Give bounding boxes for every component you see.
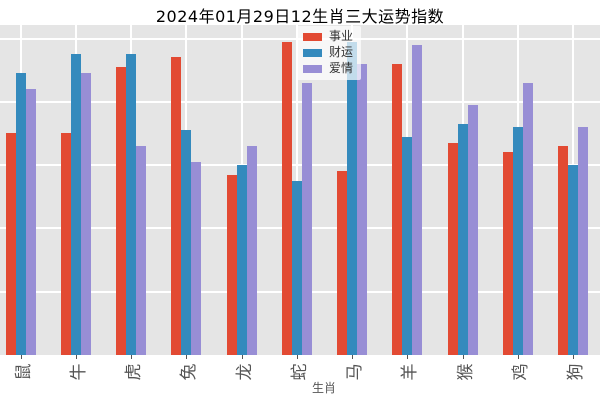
legend-swatch-事业 (303, 32, 322, 41)
x-axis-tick (517, 355, 519, 359)
bar-爱情-马 (357, 63, 367, 355)
legend-item-爱情: 爱情 (303, 61, 354, 75)
bar-财运-牛 (70, 54, 81, 355)
x-axis-tick (186, 355, 188, 359)
bar-事业-鸡 (502, 152, 513, 355)
x-axis-tick (75, 355, 77, 359)
chart-title: 2024年01月29日12生肖三大运势指数 (155, 7, 445, 26)
x-axis-tick (20, 355, 22, 359)
x-tick-label-兔: 兔 (178, 363, 199, 381)
x-tick-label-羊: 羊 (399, 363, 420, 381)
x-tick-label-鸡: 鸡 (510, 363, 531, 381)
legend-label-爱情: 爱情 (329, 61, 354, 75)
bar-财运-鸡 (512, 127, 523, 355)
bar-爱情-牛 (80, 73, 91, 355)
gridline-horizontal (0, 100, 600, 103)
x-tick-label-鼠: 鼠 (13, 363, 33, 381)
legend-swatch-爱情 (303, 64, 322, 73)
bar-事业-兔 (171, 57, 182, 355)
gridline-horizontal (0, 164, 600, 167)
bar-爱情-鼠 (25, 89, 36, 355)
x-axis-tick (241, 355, 243, 359)
bar-爱情-蛇 (301, 82, 312, 355)
bar-爱情-狗 (578, 127, 588, 355)
legend: 事业 财运 爱情 (296, 26, 362, 80)
bar-财运-兔 (181, 130, 192, 355)
x-axis-tick (462, 355, 464, 359)
bar-事业-牛 (60, 133, 71, 355)
bar-事业-虎 (116, 66, 126, 355)
bar-事业-羊 (392, 63, 403, 355)
x-tick-label-狗: 狗 (565, 363, 586, 381)
bar-财运-马 (347, 41, 357, 355)
bar-爱情-兔 (191, 161, 202, 355)
x-tick-label-虎: 虎 (123, 363, 144, 381)
bar-事业-马 (337, 171, 347, 355)
legend-item-事业: 事业 (303, 29, 354, 43)
bar-财运-猴 (457, 123, 468, 355)
bar-财运-蛇 (291, 180, 302, 355)
x-axis-tick (407, 355, 409, 359)
bar-财运-龙 (236, 165, 247, 355)
legend-swatch-财运 (303, 48, 322, 57)
bar-财运-狗 (568, 165, 578, 355)
x-axis-tick (573, 355, 574, 359)
legend-label-财运: 财运 (329, 45, 354, 59)
x-tick-label-龙: 龙 (234, 363, 254, 381)
legend-item-财运: 财运 (303, 45, 354, 59)
bar-事业-狗 (558, 146, 568, 355)
bar-财运-鼠 (15, 73, 26, 355)
bar-爱情-羊 (412, 44, 423, 355)
bar-财运-羊 (402, 136, 413, 355)
x-axis-tick (352, 355, 353, 359)
bar-爱情-猴 (467, 104, 478, 355)
x-tick-label-牛: 牛 (68, 363, 89, 381)
bar-爱情-虎 (136, 146, 146, 355)
bar-爱情-龙 (246, 146, 257, 355)
bar-财运-虎 (126, 54, 136, 355)
bar-事业-鼠 (5, 133, 16, 355)
x-tick-label-猴: 猴 (455, 363, 475, 381)
bar-事业-龙 (226, 174, 237, 355)
x-axis-tick (296, 355, 298, 359)
legend-label-事业: 事业 (329, 29, 354, 43)
x-axis-tick (131, 355, 132, 359)
bar-爱情-鸡 (522, 82, 533, 355)
bar-事业-猴 (447, 142, 458, 355)
x-axis-label: 生肖 (311, 381, 336, 395)
bar-事业-蛇 (281, 41, 292, 355)
